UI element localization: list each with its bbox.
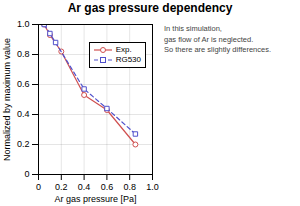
html-text:In this simulation,: In this simulation, <box>164 24 222 33</box>
html-text:Exp.: Exp. <box>115 45 132 54</box>
html-text:gas flow of Ar is neglected.: gas flow of Ar is neglected. <box>164 34 254 44</box>
svg-text:0.8: 0.8 <box>17 49 30 59</box>
svg-text:Ar gas pressure [Pa]: Ar gas pressure [Pa] <box>54 194 136 204</box>
svg-text:1.0: 1.0 <box>17 19 30 29</box>
svg-text:0: 0 <box>24 169 29 179</box>
svg-text:0.8: 0.8 <box>123 182 136 192</box>
svg-text:0.6: 0.6 <box>101 182 114 192</box>
svg-text:0.2: 0.2 <box>55 182 68 192</box>
svg-text:0.4: 0.4 <box>78 182 91 192</box>
svg-text:0.2: 0.2 <box>17 139 30 149</box>
svg-text:Normalized by maximum value: Normalized by maximum value <box>2 38 12 161</box>
svg-text:1.0: 1.0 <box>146 182 159 192</box>
html-text:Ar gas pressure dependency: Ar gas pressure dependency <box>67 1 233 15</box>
html-text:RG530: RG530 <box>115 55 141 64</box>
svg-text:0: 0 <box>36 182 41 192</box>
html-text:So there are slightly differen: So there are slightly differences. <box>164 45 271 54</box>
svg-text:0.4: 0.4 <box>17 109 30 119</box>
svg-text:0.6: 0.6 <box>17 79 30 89</box>
